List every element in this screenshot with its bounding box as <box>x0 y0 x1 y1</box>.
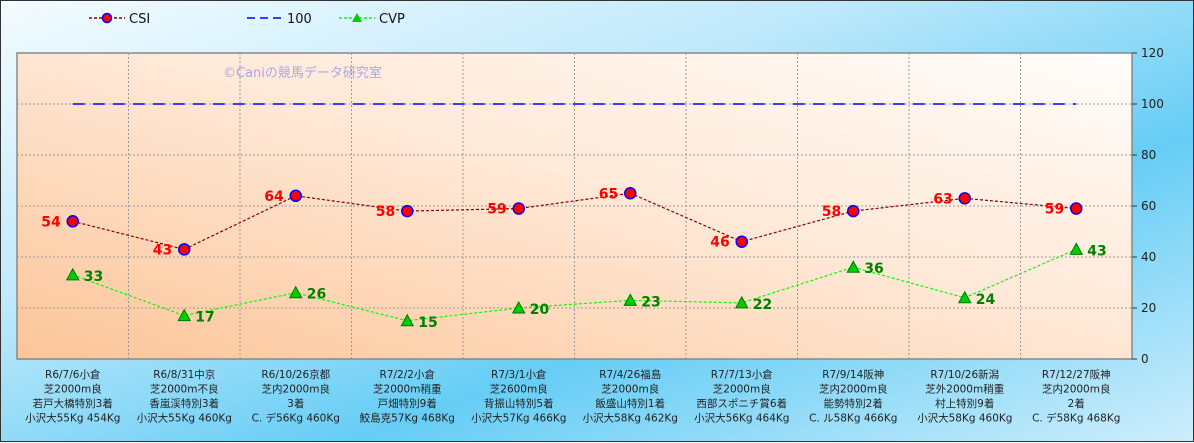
x-tick-label: 能勢特別2着 <box>824 397 883 410</box>
csi-data-label: 54 <box>41 214 61 230</box>
x-tick-label: 戸畑特別9着 <box>378 397 437 410</box>
x-tick-label: 芝2600m良 <box>490 383 548 396</box>
cvp-point <box>734 295 749 309</box>
csi-point <box>66 215 79 228</box>
x-tick-label: 芝2000m良 <box>44 383 102 396</box>
x-tick-label: R7/3/1小倉 <box>491 368 547 381</box>
x-tick-label: 芝2000m稍重 <box>373 383 441 396</box>
x-tick-label: R6/10/26京都 <box>261 368 330 381</box>
x-tick-label: 鮫島克57Kg 468Kg <box>360 412 455 425</box>
cvp-data-label: 36 <box>864 261 883 277</box>
csi-point <box>178 243 191 256</box>
cvp-data-label: 26 <box>307 287 326 303</box>
x-tick-label: 芝内2000m良 <box>262 383 330 396</box>
x-tick-label: 3着 <box>287 397 304 410</box>
csi-data-label: 46 <box>710 235 729 251</box>
series-line-CSI <box>72 192 1077 250</box>
csi-data-label: 59 <box>1045 202 1064 218</box>
x-tick-label: 2着 <box>1068 397 1085 410</box>
x-tick-label: 芝外2000m稍重 <box>925 383 1004 396</box>
csi-point <box>847 204 860 218</box>
legend-label-100: 100 <box>287 12 312 27</box>
y-tick-label: 20 <box>1141 301 1156 315</box>
cvp-data-label: 33 <box>84 269 103 285</box>
cvp-data-label: 17 <box>195 310 214 326</box>
csi-data-label: 64 <box>264 189 284 205</box>
x-tick-label: R6/8/31中京 <box>153 368 215 381</box>
cvp-data-label: 24 <box>976 292 996 308</box>
legend-marker-CSI <box>101 12 113 24</box>
x-tick-label: 背振山特別5着 <box>484 397 554 410</box>
cvp-data-label: 20 <box>530 302 550 318</box>
x-tick-label: R7/7/13小倉 <box>711 368 774 381</box>
y-tick-label: 120 <box>1141 46 1164 60</box>
csi-data-label: 65 <box>599 186 618 202</box>
y-tick-label: 60 <box>1141 199 1156 213</box>
x-tick-label: 小沢大56Kg 464Kg <box>694 412 789 425</box>
x-tick-label: R7/9/14阪神 <box>822 368 884 381</box>
x-tick-label: R7/12/27阪神 <box>1042 368 1111 381</box>
cvp-point <box>288 285 303 299</box>
cvp-point <box>177 308 192 322</box>
csi-data-label: 58 <box>376 204 395 220</box>
watermark: ©Caniの競馬データ研究室 <box>223 65 382 81</box>
y-tick-label: 80 <box>1141 148 1156 162</box>
x-tick-label: 芝2000m不良 <box>150 383 218 396</box>
x-tick-label: C. デ58Kg 468Kg <box>1032 412 1120 425</box>
x-tick-label: 芝内2000m良 <box>819 383 887 396</box>
csi-point <box>401 204 414 218</box>
cvp-point <box>623 293 638 306</box>
x-tick-label: C. デ56Kg 460Kg <box>252 412 340 425</box>
x-tick-label: 香嵐渓特別3着 <box>149 397 219 410</box>
x-tick-label: 村上特別9着 <box>935 397 994 410</box>
cvp-point <box>846 260 861 273</box>
cvp-point <box>400 313 415 327</box>
csi-point <box>958 192 971 205</box>
cvp-data-label: 15 <box>418 315 437 331</box>
csi-point <box>624 187 637 200</box>
x-tick-label: 芝2000m良 <box>713 383 771 396</box>
x-tick-label: 飯盛山特別1着 <box>595 397 665 410</box>
x-tick-label: R6/7/6小倉 <box>45 368 101 381</box>
y-tick-label: 40 <box>1141 250 1156 264</box>
csi-point <box>735 235 748 248</box>
x-tick-label: R7/2/2小倉 <box>380 368 436 381</box>
x-tick-label: 小沢大55Kg 460Kg <box>137 412 232 425</box>
series-line-CVP <box>72 248 1077 322</box>
x-tick-label: 小沢大58Kg 460Kg <box>917 412 1012 425</box>
cvp-data-label: 23 <box>641 294 660 310</box>
y-tick-label: 0 <box>1141 352 1149 366</box>
x-tick-label: C. ル58Kg 466Kg <box>809 413 897 425</box>
csi-data-label: 59 <box>487 202 506 218</box>
csi-point <box>512 202 525 215</box>
cvp-data-label: 43 <box>1087 243 1106 259</box>
x-tick-label: 小沢大57Kg 466Kg <box>471 412 566 425</box>
x-tick-label: 若戸大橋特別3着 <box>33 397 113 410</box>
x-tick-label: 芝2000m良 <box>601 383 659 396</box>
x-tick-label: 小沢大58Kg 462Kg <box>583 412 678 425</box>
x-tick-label: R7/4/26福島 <box>599 368 661 381</box>
legend-marker-CVP <box>352 13 362 22</box>
x-tick-label: 西部スポニチ賞6着 <box>696 397 787 410</box>
cvp-point <box>957 290 972 304</box>
cvp-point <box>65 267 80 281</box>
legend-label-CSI: CSI <box>129 12 150 27</box>
csi-point <box>1070 202 1083 215</box>
x-tick-label: 小沢大55Kg 454Kg <box>25 412 120 425</box>
csi-data-label: 58 <box>822 204 841 220</box>
y-tick-label: 100 <box>1141 97 1164 111</box>
cvp-point <box>1069 242 1084 255</box>
x-tick-label: 芝内2000m良 <box>1042 383 1110 396</box>
cvp-data-label: 22 <box>753 297 772 313</box>
legend-label-CVP: CVP <box>379 12 405 27</box>
x-tick-label: R7/10/26新潟 <box>930 368 999 381</box>
csi-point <box>289 189 302 203</box>
csi-data-label: 43 <box>153 242 172 258</box>
csi-data-label: 63 <box>933 191 952 207</box>
cvp-point <box>511 300 526 314</box>
